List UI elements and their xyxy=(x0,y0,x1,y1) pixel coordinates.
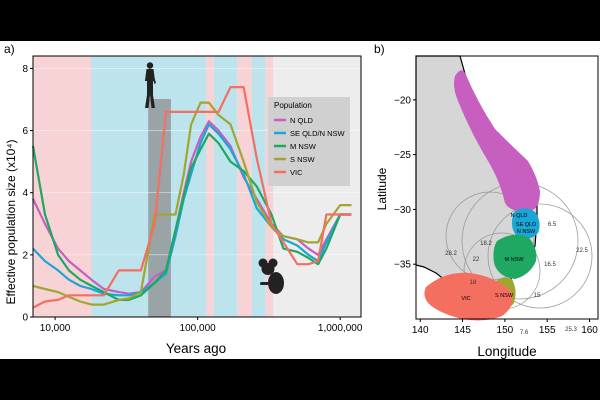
background-band xyxy=(251,56,266,317)
y-axis-label: Effective population size (x10⁴) xyxy=(4,139,18,304)
background-bands xyxy=(33,56,361,317)
legend-label-se-qld-n-nsw: SE QLD/N NSW xyxy=(290,129,346,138)
background-band xyxy=(213,56,238,317)
distance-label: 28.2 xyxy=(445,251,457,257)
y-ticks: 0 2 4 6 8 xyxy=(22,64,33,324)
plot-frame xyxy=(32,55,362,318)
map-x-tick-label: 160 xyxy=(581,325,598,336)
human-icon xyxy=(145,62,156,108)
shaded-period xyxy=(148,99,171,317)
y-tick-label: 2 xyxy=(22,250,28,261)
region-label-se-qld: SE QLD xyxy=(516,222,536,228)
series-lines xyxy=(31,85,352,309)
x-ticks: 10,000 100,000 1,000,000 xyxy=(40,317,363,334)
y-tick-label: 4 xyxy=(22,188,28,199)
figure-svg: a) 0 2 4 6 8 10,000 100,000 1,000,000 Years ag… xyxy=(4,42,599,359)
background-band xyxy=(33,56,92,317)
y-tick-label: 6 xyxy=(22,126,28,137)
legend-label-n-qld: N QLD xyxy=(290,116,314,125)
map-y-ticks: −20 −25 −30 −35 xyxy=(394,95,416,271)
distance-label: 16.5 xyxy=(544,262,556,268)
region-m-nsw xyxy=(493,234,537,279)
map-x-tick-label: 140 xyxy=(412,325,429,336)
koala-icon xyxy=(258,258,284,294)
series-line-se-qld-n-nsw xyxy=(32,123,352,297)
y-tick-label: 8 xyxy=(22,64,28,75)
distance-label: 18 xyxy=(470,280,477,286)
distance-label: 18.2 xyxy=(480,241,492,247)
distance-label: 25.3 xyxy=(565,327,577,333)
distance-circle xyxy=(487,203,593,309)
background-band xyxy=(206,56,214,317)
legend-label-vic: VIC xyxy=(290,168,303,177)
background-band xyxy=(273,56,361,317)
distance-label: 7.6 xyxy=(520,330,529,336)
map-x-axis-label: Longitude xyxy=(477,344,536,359)
distance-label: 15 xyxy=(534,293,541,299)
x-tick-label: 10,000 xyxy=(40,323,71,334)
map-y-tick-label: −30 xyxy=(394,205,411,216)
distance-label: 6.5 xyxy=(548,222,557,228)
region-label-n-nsw: N NSW xyxy=(517,229,536,235)
series-line-n-qld xyxy=(32,120,352,295)
region-vic xyxy=(424,272,513,321)
panel-a-label: a) xyxy=(4,42,15,56)
panel-b: b) N QLD SE QLD N NSW M NSW S NSW VIC 6.… xyxy=(374,42,599,359)
region-label-m-nsw: M NSW xyxy=(505,257,525,263)
series-line-m-nsw xyxy=(31,132,352,301)
background-band xyxy=(237,56,252,317)
series-line-vic xyxy=(32,85,352,309)
region-label-s-nsw: S NSW xyxy=(495,293,514,299)
x-tick-label: 1,000,000 xyxy=(318,323,363,334)
map-y-tick-label: −35 xyxy=(394,260,411,271)
legend-items: N QLD SE QLD/N NSW M NSW S NSW VIC xyxy=(274,116,346,177)
legend-label-m-nsw: M NSW xyxy=(290,142,317,151)
figure: a) 0 2 4 6 8 10,000 100,000 1,000,000 Years ag… xyxy=(0,41,600,359)
x-axis-label: Years ago xyxy=(166,341,226,356)
series-line-s-nsw xyxy=(32,101,352,306)
map-y-tick-label: −20 xyxy=(394,95,411,106)
map-y-tick-label: −25 xyxy=(394,150,411,161)
map-x-tick-label: 145 xyxy=(454,325,471,336)
panel-a: a) 0 2 4 6 8 10,000 100,000 1,000,000 Years ag… xyxy=(4,42,363,356)
map-y-axis-label: Latitude xyxy=(375,167,389,210)
legend: Population N QLD SE QLD/N NSW M NSW S NSW VI… xyxy=(268,97,350,186)
background-band xyxy=(265,56,274,317)
legend-label-s-nsw: S NSW xyxy=(290,155,316,164)
x-tick-label: 100,000 xyxy=(180,323,217,334)
panel-b-label: b) xyxy=(374,42,385,56)
region-label-n-qld: N QLD xyxy=(511,213,528,219)
map-x-ticks: 140 145 150 155 160 xyxy=(412,319,598,336)
region-n-qld xyxy=(454,70,540,212)
y-tick-label: 0 xyxy=(22,313,28,324)
region-se-qld-n-nsw xyxy=(512,208,540,240)
map-x-tick-label: 150 xyxy=(497,325,514,336)
distance-label: 22 xyxy=(473,257,480,263)
map-x-tick-label: 155 xyxy=(539,325,556,336)
distance-label: 22.5 xyxy=(576,248,588,254)
region-label-vic: VIC xyxy=(461,296,470,302)
map-frame xyxy=(415,55,599,320)
legend-title: Population xyxy=(274,101,312,110)
